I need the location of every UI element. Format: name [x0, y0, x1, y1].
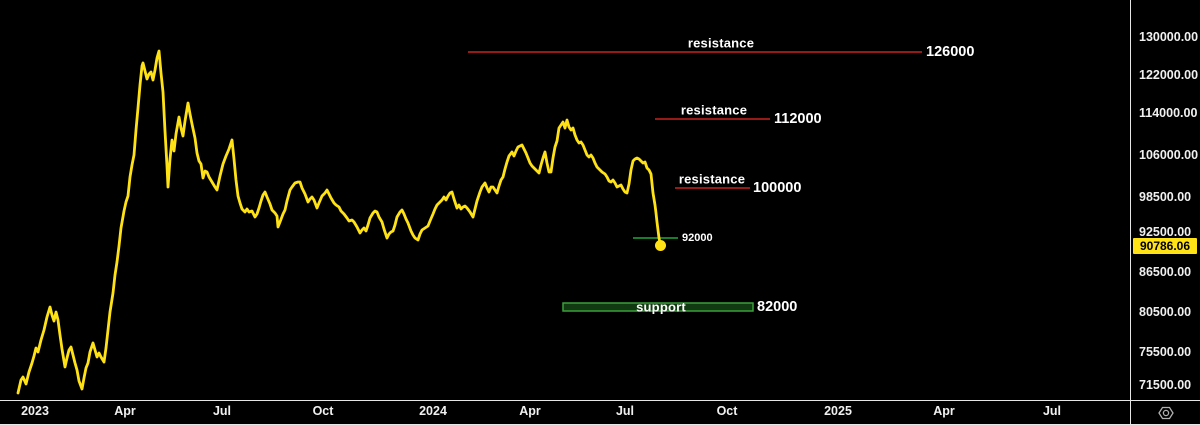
current-price-marker-value: 92000 — [682, 232, 713, 244]
support-value: 82000 — [757, 299, 798, 315]
price-tick-71500.00: 71500.00 — [1139, 378, 1192, 392]
time-tick-0-2023: 2023 — [21, 404, 49, 418]
price-tick-98500.00: 98500.00 — [1139, 190, 1192, 204]
price-tick-86500.00: 86500.00 — [1139, 265, 1192, 279]
axis-settings-button[interactable] — [1131, 401, 1200, 424]
price-tick-92500.00: 92500.00 — [1139, 225, 1192, 239]
last-price-badge: 90786.06 — [1133, 238, 1197, 254]
resistance-value-126000: 126000 — [926, 44, 975, 60]
time-tick-1-Apr: Apr — [114, 404, 136, 418]
price-tick-122000.00: 122000.00 — [1139, 68, 1199, 82]
resistance-value-112000: 112000 — [774, 111, 822, 127]
time-tick-6-Jul: Jul — [615, 404, 635, 418]
price-tick-80500.00: 80500.00 — [1139, 305, 1192, 319]
time-tick-9-Apr: Apr — [933, 404, 955, 418]
support-label: support — [636, 299, 686, 315]
price-tick-75500.00: 75500.00 — [1139, 345, 1192, 359]
time-tick-7-Oct: Oct — [716, 404, 738, 418]
resistance-label-126000: resistance — [687, 35, 755, 51]
price-tick-106000.00: 106000.00 — [1139, 148, 1199, 162]
time-tick-10-Jul: Jul — [1042, 404, 1062, 418]
time-tick-3-Oct: Oct — [312, 404, 334, 418]
gear-icon — [1157, 406, 1174, 419]
price-tick-130000.00: 130000.00 — [1139, 30, 1199, 44]
support-zone-box[interactable] — [562, 302, 754, 312]
resistance-label-100000: resistance — [678, 171, 746, 187]
time-tick-4-2024: 2024 — [419, 404, 447, 418]
time-tick-2-Jul: Jul — [212, 404, 232, 418]
time-tick-5-Apr: Apr — [519, 404, 541, 418]
resistance-label-112000: resistance — [680, 102, 748, 118]
price-series-line — [16, 49, 662, 395]
resistance-value-100000: 100000 — [753, 180, 802, 196]
price-tick-114000.00: 114000.00 — [1139, 106, 1198, 120]
time-tick-8-2025: 2025 — [824, 404, 852, 418]
price-series-endpoint-dot — [655, 240, 666, 251]
